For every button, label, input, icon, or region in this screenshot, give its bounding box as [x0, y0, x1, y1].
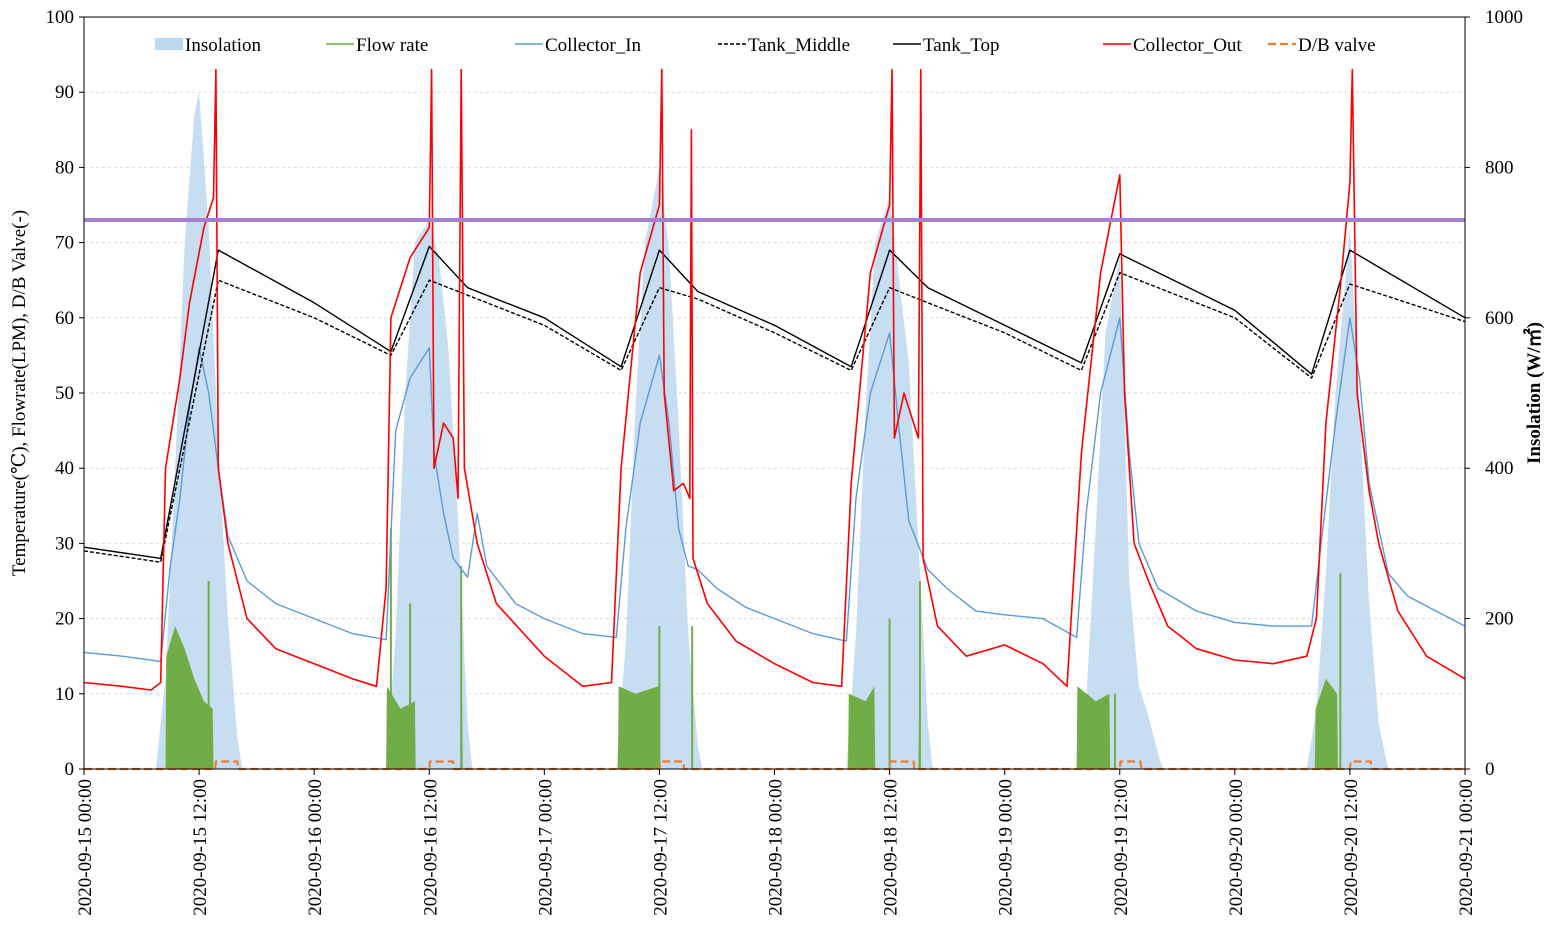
left-tick-label: 70 [55, 233, 74, 254]
left-tick-label: 90 [55, 82, 74, 103]
x-tick-label: 2020-09-17 12:00 [650, 779, 671, 916]
right-tick-label: 0 [1485, 759, 1495, 780]
right-axis-ticks: 0 200 400 600 800 1000 [1465, 7, 1523, 780]
left-tick-label: 60 [55, 308, 74, 329]
x-tick-label: 2020-09-20 00:00 [1226, 779, 1247, 916]
legend-label-collector-out: Collector_Out [1133, 35, 1242, 56]
y-axis-right-title: Insolation (W/㎡) [1522, 322, 1545, 464]
x-tick-label: 2020-09-15 00:00 [75, 779, 96, 916]
series-insolation-area [84, 92, 1465, 769]
series-flow-rate-area [84, 626, 1465, 769]
x-tick-label: 2020-09-21 00:00 [1456, 779, 1477, 916]
left-tick-label: 50 [55, 383, 74, 404]
x-tick-label: 2020-09-15 12:00 [190, 779, 211, 916]
right-tick-label: 800 [1485, 157, 1514, 178]
left-tick-label: 100 [46, 7, 75, 28]
x-tick-label: 2020-09-16 12:00 [420, 779, 441, 916]
x-tick-label: 2020-09-17 00:00 [535, 779, 556, 916]
series-collector-in-line [83, 317, 1466, 663]
legend-swatch-insolation [155, 38, 183, 50]
legend: Insolation Flow rate Collector_In Tank_Midd… [155, 35, 1376, 56]
x-tick-label: 2020-09-18 00:00 [766, 779, 787, 916]
x-tick-label: 2020-09-19 12:00 [1111, 779, 1132, 916]
left-tick-label: 30 [55, 533, 74, 554]
series-collector-out-line [83, 68, 1466, 691]
left-tick-label: 80 [55, 157, 74, 178]
legend-label-tank-middle: Tank_Middle [748, 35, 850, 56]
series-tank-top-line [83, 245, 1466, 560]
left-tick-label: 40 [55, 458, 74, 479]
x-axis-ticks: 2020-09-15 00:00 2020-09-15 12:00 2020-09-… [75, 769, 1477, 916]
right-tick-label: 200 [1485, 609, 1514, 630]
left-tick-label: 20 [55, 609, 74, 630]
left-axis-ticks: 0 10 20 30 40 50 60 70 80 90 100 [46, 7, 84, 780]
x-tick-label: 2020-09-18 12:00 [881, 779, 902, 916]
left-tick-label: 0 [65, 759, 75, 780]
series-tank-middle-line [83, 272, 1466, 563]
legend-label-flow-rate: Flow rate [356, 35, 428, 56]
legend-label-collector-in: Collector_In [545, 35, 642, 56]
right-tick-label: 600 [1485, 308, 1514, 329]
right-tick-label: 1000 [1485, 7, 1523, 28]
legend-label-d-b-valve: D/B valve [1298, 35, 1376, 56]
left-tick-label: 10 [55, 684, 74, 705]
x-tick-label: 2020-09-16 00:00 [305, 779, 326, 916]
y-axis-left-title: Temperature(℃), Flowrate(LPM), D/B Valve… [9, 210, 30, 576]
x-tick-label: 2020-09-20 12:00 [1341, 779, 1362, 916]
x-tick-label: 2020-09-19 00:00 [996, 779, 1017, 916]
right-tick-label: 400 [1485, 458, 1514, 479]
legend-label-insolation: Insolation [185, 35, 261, 56]
legend-label-tank-top: Tank_Top [923, 35, 1000, 56]
